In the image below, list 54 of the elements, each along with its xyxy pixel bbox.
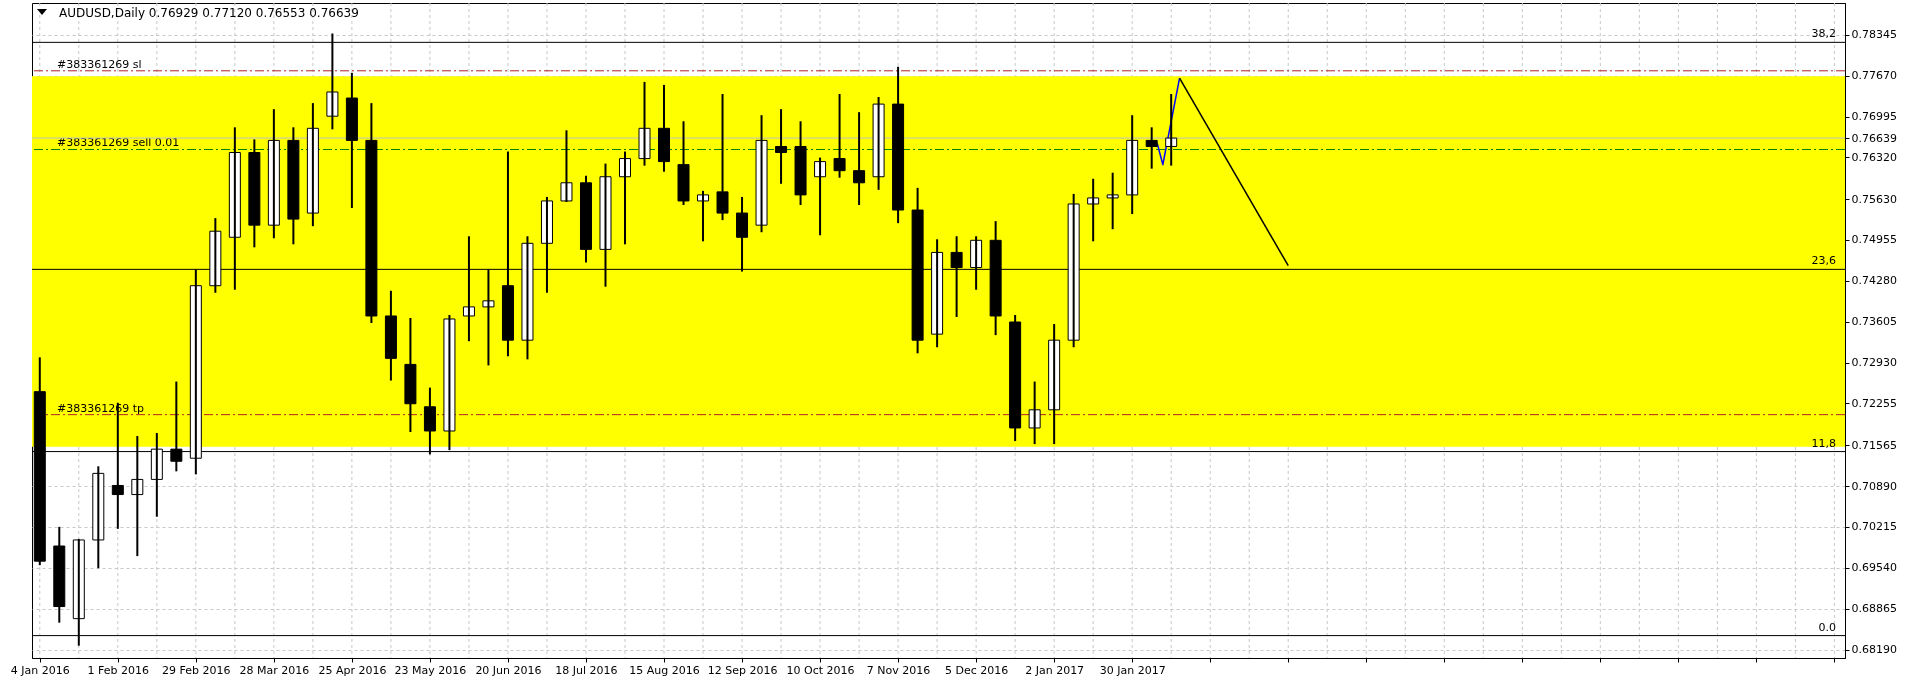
y-tick-label: 0.74955 [1851,233,1897,247]
y-tick-label: 0.77670 [1851,69,1897,83]
y-tick-label: 0.68865 [1851,602,1897,616]
candlestick [1028,381,1041,445]
x-tick-label: 7 Nov 2016 [866,663,931,677]
annotation: 38,2 [1811,27,1836,41]
x-tick-label: 30 Jan 2017 [1099,663,1166,677]
annotation: 23,6 [1811,254,1836,268]
candlestick [677,121,690,205]
candlestick [716,94,729,221]
y-tick-label: 0.75630 [1851,192,1897,206]
ref-line-label: #383361269 sl [57,57,142,71]
x-tick-label: 5 Dec 2016 [944,663,1009,677]
x-tick-label: 2 Jan 2017 [1025,663,1085,677]
y-tick-label: 0.76639 [1851,131,1897,145]
y-tick-label: 0.72255 [1851,396,1897,410]
candlestick [560,130,573,202]
y-tick-label: 0.68190 [1851,643,1897,657]
candlestick [1087,178,1100,242]
candlestick [248,139,261,248]
candlestick [755,115,768,233]
y-tick-label: 0.70890 [1851,479,1897,493]
y-tick-label: 0.76320 [1851,150,1897,164]
x-tick-label: 15 Aug 2016 [629,663,700,677]
candlestick [404,318,417,432]
x-tick-label: 12 Sep 2016 [707,663,778,677]
candlestick [287,127,300,245]
chart-title: AUDUSD,Daily 0.76929 0.77120 0.76553 0.76639 [59,6,359,20]
y-tick-label: 0.78345 [1851,28,1897,42]
x-tick-label: 29 Feb 2016 [162,663,231,677]
candlestick [794,121,807,205]
candlestick [638,81,651,166]
x-tick-label: 25 Apr 2016 [318,663,387,677]
x-tick-label: 20 Jun 2016 [475,663,542,677]
candlestick [872,97,885,190]
y-tick-label: 0.71565 [1851,438,1897,452]
y-tick-label: 0.69540 [1851,561,1897,575]
x-tick-label: 4 Jan 2016 [10,663,70,677]
y-tick-label: 0.73605 [1851,315,1897,329]
x-tick-label: 28 Mar 2016 [239,663,310,677]
candlestick [833,94,846,178]
x-tick-label: 18 Jul 2016 [555,663,618,677]
annotation: 0.0 [1818,620,1836,634]
y-tick-label: 0.76995 [1851,110,1897,124]
y-tick-label: 0.70215 [1851,520,1897,534]
x-tick-label: 1 Feb 2016 [87,663,150,677]
y-tick-label: 0.72930 [1851,356,1897,370]
candlestick [697,190,710,242]
candlestick [1106,172,1119,230]
y-tick-label: 0.74280 [1851,274,1897,288]
ref-line-label: #383361269 sell 0.01 [57,136,180,150]
x-tick-label: 23 May 2016 [394,663,467,677]
annotation: 11,8 [1811,436,1836,450]
x-tick-label: 10 Oct 2016 [786,663,855,677]
